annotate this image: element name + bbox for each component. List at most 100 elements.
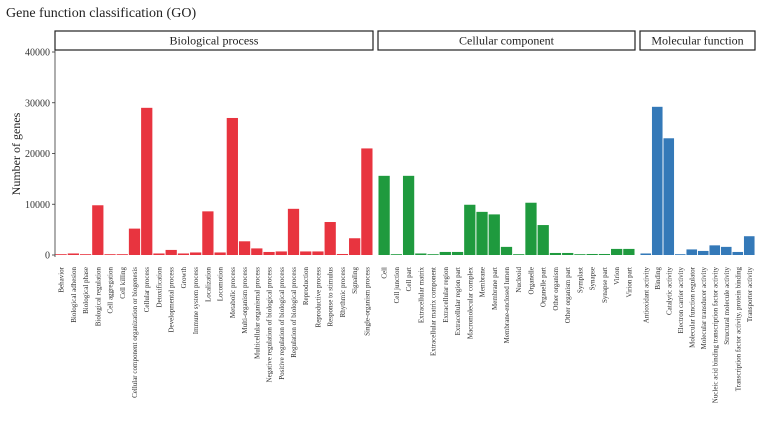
bar-signaling <box>349 238 361 255</box>
bar-detoxification <box>153 253 165 255</box>
bar-catalytic-activity <box>663 138 675 255</box>
x-label-single-organism-process: Single-organism process <box>363 267 371 336</box>
x-label-cell-part: Cell part <box>405 267 413 291</box>
x-label-extracellular-matrix-component: Extracellular matrix component <box>430 267 438 356</box>
x-label-multicellular-organismal-process: Multicellular organismal process <box>253 267 261 359</box>
bar-membrane-enclosed-lumen <box>500 246 513 255</box>
x-label-transporter-activity: Transporter activity <box>746 267 754 323</box>
x-label-regulation-of-biological-process: Regulation of biological process <box>290 267 298 358</box>
x-label-metabolic-process: Metabolic process <box>229 267 237 318</box>
bar-binding <box>651 106 663 255</box>
x-label-locomotion: Locomotion <box>217 267 225 302</box>
bar-cell <box>378 175 390 255</box>
x-label-synapse: Synapse <box>589 267 597 290</box>
x-label-extracellular-matrix: Extracellular matrix <box>417 267 425 324</box>
facet-strip-molecular-function <box>639 30 756 51</box>
bar-reproductive-process <box>312 251 324 255</box>
x-label-membrane-part: Membrane part <box>491 267 499 310</box>
y-tick-label: 40000 <box>25 48 50 59</box>
bar-nucleoid <box>513 254 525 255</box>
y-tick-label: 0 <box>45 251 50 262</box>
bars <box>55 106 755 255</box>
bar-membrane-part <box>488 214 500 255</box>
bar-cell-aggregation <box>104 254 116 255</box>
x-label-biological-regulation: Biological regulation <box>94 267 102 327</box>
bar-developmental-process <box>165 249 177 255</box>
x-label-growth: Growth <box>180 267 188 289</box>
bar-macromolecular-complex <box>464 204 476 255</box>
bar-synapse-part <box>598 253 611 255</box>
x-label-macromolecular-complex: Macromolecular complex <box>466 267 474 340</box>
bar-locomotion <box>214 252 226 255</box>
x-label-cell-junction: Cell junction <box>393 267 401 304</box>
bar-transcription-factor-activity-protein-binding <box>732 251 744 255</box>
x-label-nucleic-acid-binding-transcription-factor-activity: Nucleic acid binding transcription facto… <box>711 267 719 404</box>
bar-extracellular-region-part <box>451 251 464 255</box>
bar-extracellular-matrix-component <box>427 254 439 255</box>
x-label-immune-system-process: Immune system process <box>192 267 200 335</box>
x-label-localization: Localization <box>204 267 212 302</box>
bar-extracellular-matrix <box>415 253 427 255</box>
x-label-cellular-component-organization-or-biogenesis: Cellular component organization or bioge… <box>131 267 139 398</box>
x-label-other-organism-part: Other organism part <box>564 267 572 323</box>
x-label-multi-organism-process: Multi-organism process <box>241 267 249 334</box>
bar-organelle-part <box>537 225 549 255</box>
bar-immune-system-process <box>190 252 202 255</box>
x-label-cellular-process: Cellular process <box>143 267 151 313</box>
x-label-signaling: Signaling <box>351 267 359 294</box>
x-label-binding: Binding <box>654 267 662 290</box>
x-label-detoxification: Detoxification <box>155 267 163 308</box>
bar-single-organism-process <box>361 148 373 255</box>
bar-synapse <box>586 253 598 255</box>
bar-localization <box>202 211 214 255</box>
x-label-cell-aggregation: Cell aggregation <box>107 267 115 314</box>
bar-virion-part <box>623 248 635 255</box>
x-label-reproductive-process: Reproductive process <box>314 267 322 328</box>
bar-reproduction <box>300 251 312 255</box>
x-label-extracellular-region-part: Extracellular region part <box>454 267 462 335</box>
facet-label-molecular-function: Molecular function <box>651 34 743 48</box>
x-label-positive-regulation-of-biological-process: Positive regulation of biological proces… <box>278 267 286 380</box>
x-label-molecular-function-regulator: Molecular function regulator <box>688 266 696 348</box>
bar-cell-killing <box>116 254 128 255</box>
x-label-response-to-stimulus: Response to stimulus <box>327 267 335 327</box>
bar-metabolic-process <box>226 117 238 255</box>
y-tick-label: 10000 <box>25 200 50 211</box>
bar-symplast <box>574 254 586 255</box>
facet-strip-biological-process <box>54 30 374 51</box>
bar-cell-junction <box>390 254 402 255</box>
facet-strips: Biological process Cellular component Mole… <box>54 30 756 51</box>
bar-cellular-process <box>141 107 153 255</box>
bar-cellular-component-organization-or-biogenesis <box>128 228 141 255</box>
x-label-structural-molecule-activity: Structural molecule activity <box>723 267 731 345</box>
x-label-behavior: Behavior <box>58 266 66 292</box>
bar-antioxidant-activity <box>640 253 652 255</box>
bar-membrane <box>476 211 488 255</box>
bar-response-to-stimulus <box>324 222 336 255</box>
x-label-extracellular-region: Extracellular region <box>442 267 450 323</box>
x-label-negative-regulation-of-biological-process: Negative regulation of biological proces… <box>266 267 274 383</box>
x-label-cell: Cell <box>381 267 389 279</box>
x-label-antioxidant-activity: Antioxidant activity <box>642 267 650 324</box>
facet-label-biological-process: Biological process <box>170 34 259 48</box>
bar-molecular-function-regulator <box>686 249 698 255</box>
bar-biological-phase <box>79 254 92 255</box>
x-label-organelle: Organelle <box>527 267 535 294</box>
x-label-organelle-part: Organelle part <box>540 267 548 307</box>
bar-other-organism-part <box>562 252 574 255</box>
x-label-developmental-process: Developmental process <box>168 267 176 333</box>
x-label-virion-part: Virion part <box>625 267 633 298</box>
bar-transporter-activity <box>743 236 755 255</box>
x-label-symplast: Symplast <box>576 267 584 293</box>
bar-biological-adhesion <box>67 253 79 255</box>
x-label-molecular-transducer-activity: Molecular transducer activity <box>700 267 708 350</box>
bar-regulation-of-biological-process <box>287 208 300 255</box>
category-labels: Behavior Biological adhesion Biological ph… <box>58 266 754 403</box>
bar-virion <box>611 248 623 255</box>
y-tick-label: 30000 <box>25 98 50 109</box>
x-label-biological-adhesion: Biological adhesion <box>70 267 78 323</box>
x-label-electron-carrier-activity: Electron carrier activity <box>677 267 685 334</box>
x-label-cell-killing: Cell killing <box>119 267 127 299</box>
x-label-synapse-part: Synapse part <box>601 267 609 303</box>
